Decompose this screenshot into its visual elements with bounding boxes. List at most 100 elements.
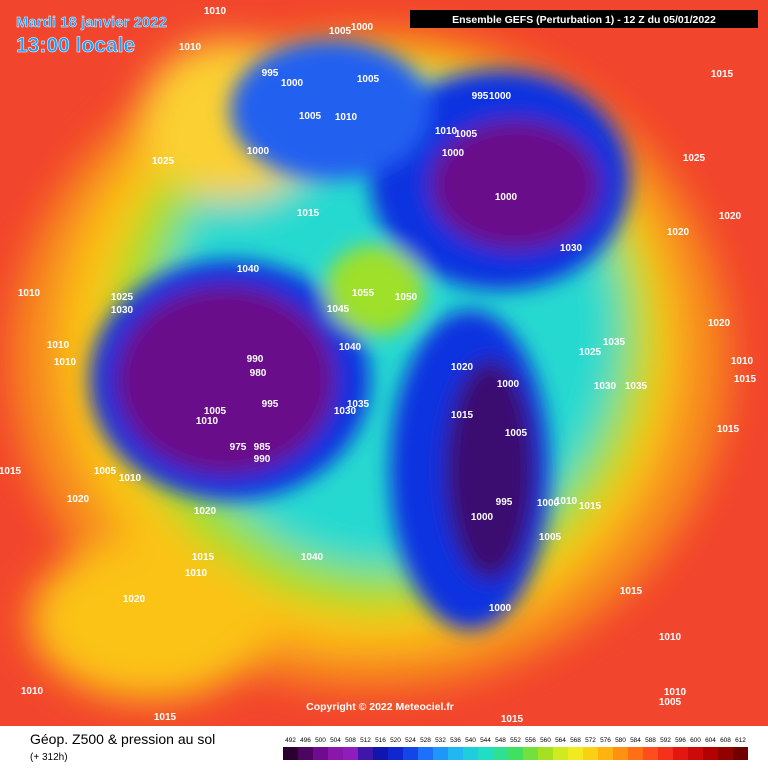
isobar-label: 1005: [539, 532, 562, 543]
isobar-label: 1030: [334, 406, 357, 417]
isobar-label: 1015: [501, 714, 524, 725]
legend-label: 532: [435, 737, 446, 744]
isobar-label: 1005: [357, 74, 380, 85]
isobar-label: 1040: [339, 342, 362, 353]
legend-swatch: [568, 747, 583, 760]
legend-label: 492: [285, 737, 296, 744]
isobar-label: 1000: [351, 22, 374, 33]
legend-swatch: [448, 747, 463, 760]
legend-label: 600: [690, 737, 701, 744]
isobar-label: 1025: [683, 153, 706, 164]
isobar-label: 1015: [711, 69, 734, 80]
isobar-label: 1020: [67, 494, 90, 505]
isobar-label: 1015: [717, 424, 740, 435]
legend-swatch: [643, 747, 658, 760]
legend-swatch: [673, 747, 688, 760]
legend-swatch: [493, 747, 508, 760]
isobar-label: 1010: [185, 568, 208, 579]
legend-swatch: [403, 747, 418, 760]
legend-swatch: [598, 747, 613, 760]
isobar-label: 1020: [451, 362, 474, 373]
isobar-label: 975: [230, 442, 247, 453]
isobar-label: 1015: [297, 208, 320, 219]
isobar-label: 1010: [47, 340, 70, 351]
isobar-label: 1005: [94, 466, 117, 477]
isobar-label: 1010: [179, 42, 202, 53]
legend-swatch: [613, 747, 628, 760]
isobar-label: 1000: [497, 379, 520, 390]
legend-swatch: [298, 747, 313, 760]
date: Mardi 18 janvier 2022: [16, 14, 167, 31]
legend-label: 536: [450, 737, 461, 744]
legend-label: 596: [675, 737, 686, 744]
color-legend: 492 496 500 504 508 512 516 520 524 528 532 536 540 5…: [283, 737, 748, 760]
run-info: Ensemble GEFS (Perturbation 1) - 12 Z du…: [452, 14, 716, 26]
legend-label: 572: [585, 737, 596, 744]
legend-label: 540: [465, 737, 476, 744]
isobar-label: 980: [250, 368, 267, 379]
isobar-label: 1045: [327, 304, 350, 315]
field: [0, 0, 768, 726]
isobar-label: 1010: [54, 357, 77, 368]
legend-label: 568: [570, 737, 581, 744]
legend-swatch: [658, 747, 673, 760]
isobar-label: 1010: [196, 416, 219, 427]
footer-lead: (+ 312h): [30, 752, 68, 763]
legend-label: 604: [705, 737, 716, 744]
isobar-label: 1005: [329, 26, 352, 37]
legend-swatch: [313, 747, 328, 760]
legend-label: 504: [330, 737, 341, 744]
legend-swatch: [388, 747, 403, 760]
footer-title: Géop. Z500 & pression au sol: [30, 731, 215, 747]
isobar-label: 1040: [237, 264, 260, 275]
isobar-label: 1010: [204, 6, 227, 17]
legend-label: 592: [660, 737, 671, 744]
isobar-label: 1020: [194, 506, 217, 517]
legend-label: 584: [630, 737, 641, 744]
legend-swatch: [538, 747, 553, 760]
isobar-label: 1005: [455, 129, 478, 140]
legend-label: 564: [555, 737, 566, 744]
isobar-label: 1000: [495, 192, 518, 203]
legend-swatch: [523, 747, 538, 760]
legend-label: 548: [495, 737, 506, 744]
legend-label: 520: [390, 737, 401, 744]
isobar-label: 985: [254, 442, 271, 453]
legend-label: 580: [615, 737, 626, 744]
isobar-label: 1015: [734, 374, 757, 385]
isobar-label: 1005: [505, 428, 528, 439]
isobar-label: 1040: [301, 552, 324, 563]
legend-swatch: [718, 747, 733, 760]
isobar-label: 1030: [111, 305, 134, 316]
isobar-label: 1000: [442, 148, 465, 159]
isobar-label: 995: [262, 399, 279, 410]
isobar-label: 1015: [192, 552, 215, 563]
isobar-label: 1055: [352, 288, 375, 299]
isobar-label: 990: [247, 354, 264, 365]
legend-label: 608: [720, 737, 731, 744]
isobar-label: 1010: [119, 473, 142, 484]
legend-swatch: [478, 747, 493, 760]
legend-swatch: [688, 747, 703, 760]
isobar-label: 1010: [659, 632, 682, 643]
legend-swatch: [703, 747, 718, 760]
legend-swatch: [583, 747, 598, 760]
isobar-label: 1020: [667, 227, 690, 238]
isobar-label: 1020: [708, 318, 731, 329]
legend-swatch: [508, 747, 523, 760]
legend-label: 512: [360, 737, 371, 744]
time: 13:00 locale: [16, 34, 135, 57]
legend-label: 588: [645, 737, 656, 744]
legend-label: 508: [345, 737, 356, 744]
legend-label: 576: [600, 737, 611, 744]
legend-swatch: [373, 747, 388, 760]
legend-label: 544: [480, 737, 491, 744]
legend-swatch: [463, 747, 478, 760]
legend-swatch: [433, 747, 448, 760]
isobar-label: 1015: [451, 410, 474, 421]
isobar-label: 1050: [395, 292, 418, 303]
isobar-label: 995: [496, 497, 513, 508]
isobar-label: 1025: [111, 292, 134, 303]
legend-label: 528: [420, 737, 431, 744]
